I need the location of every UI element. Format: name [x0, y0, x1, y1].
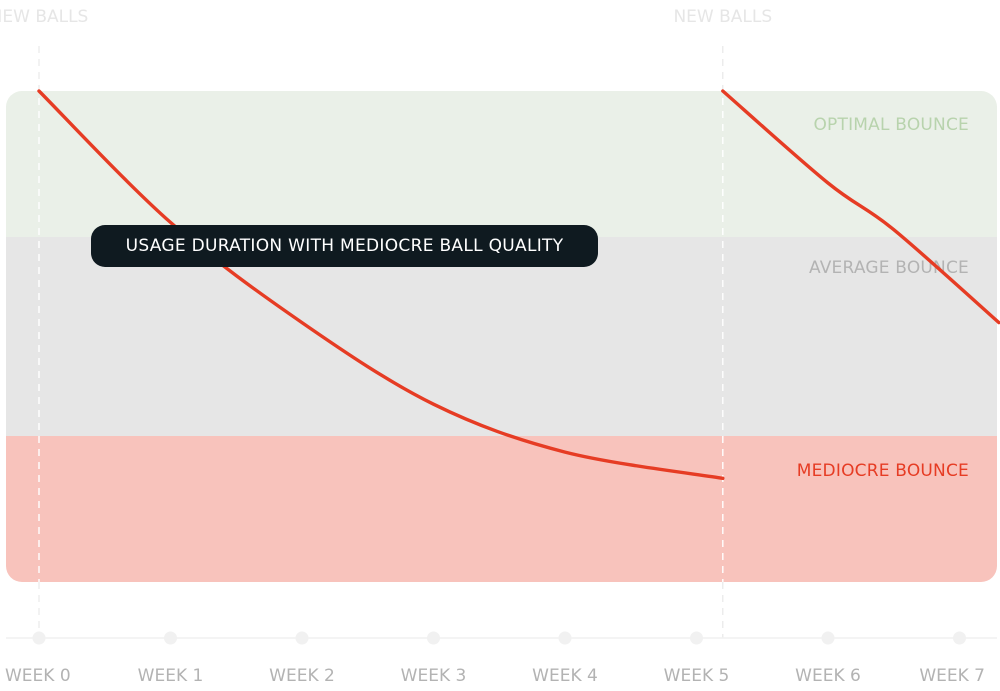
- x-tick-label-7: WEEK 7: [919, 666, 985, 686]
- x-tick-label-1: WEEK 1: [138, 666, 204, 686]
- x-tick-label-4: WEEK 4: [532, 666, 598, 686]
- zone-label-0: OPTIMAL BOUNCE: [813, 115, 969, 135]
- x-tick-dot-5: [690, 631, 703, 645]
- zone-band-2: [6, 436, 997, 582]
- zone-band-1: [6, 237, 997, 436]
- bounce-zones: [6, 91, 997, 582]
- series-line-segment-1: [721, 89, 1000, 325]
- zone-label-1: AVERAGE BOUNCE: [809, 258, 969, 278]
- x-tick-dot-2: [295, 631, 309, 645]
- zone-labels: OPTIMAL BOUNCE AVERAGE BOUNCE MEDIOCRE BOU…: [797, 115, 969, 481]
- x-tick-label-0: WEEK 0: [5, 666, 71, 686]
- series-lines: [37, 89, 1000, 480]
- x-tick-label-6: WEEK 6: [795, 666, 861, 686]
- x-tick-label-3: WEEK 3: [401, 666, 467, 686]
- series-line-segment-0: [37, 89, 725, 480]
- x-tick-dot-1: [164, 631, 177, 645]
- marker-label-1: NEW BALLS: [673, 7, 772, 27]
- marker-label-0: NEW BALLS: [0, 7, 88, 27]
- x-tick-dot-4: [558, 631, 572, 645]
- x-tick-dot-0: [32, 631, 46, 645]
- zone-band-0: [6, 91, 997, 237]
- zone-label-2: MEDIOCRE BOUNCE: [797, 461, 969, 481]
- x-tick-dot-7: [953, 631, 966, 645]
- x-tick-label-2: WEEK 2: [269, 666, 335, 686]
- annotation-callout: USAGE DURATION WITH MEDIOCRE BALL QUALIT…: [91, 225, 598, 267]
- new-balls-markers: NEW BALLS NEW BALLS: [0, 7, 772, 638]
- x-tick-dot-6: [821, 631, 835, 645]
- x-axis: WEEK 0 WEEK 1 WEEK 2 WEEK 3 WEEK 4 WEEK 5 WEEK…: [5, 631, 997, 686]
- x-tick-dot-3: [427, 631, 440, 645]
- x-tick-label-5: WEEK 5: [664, 666, 730, 686]
